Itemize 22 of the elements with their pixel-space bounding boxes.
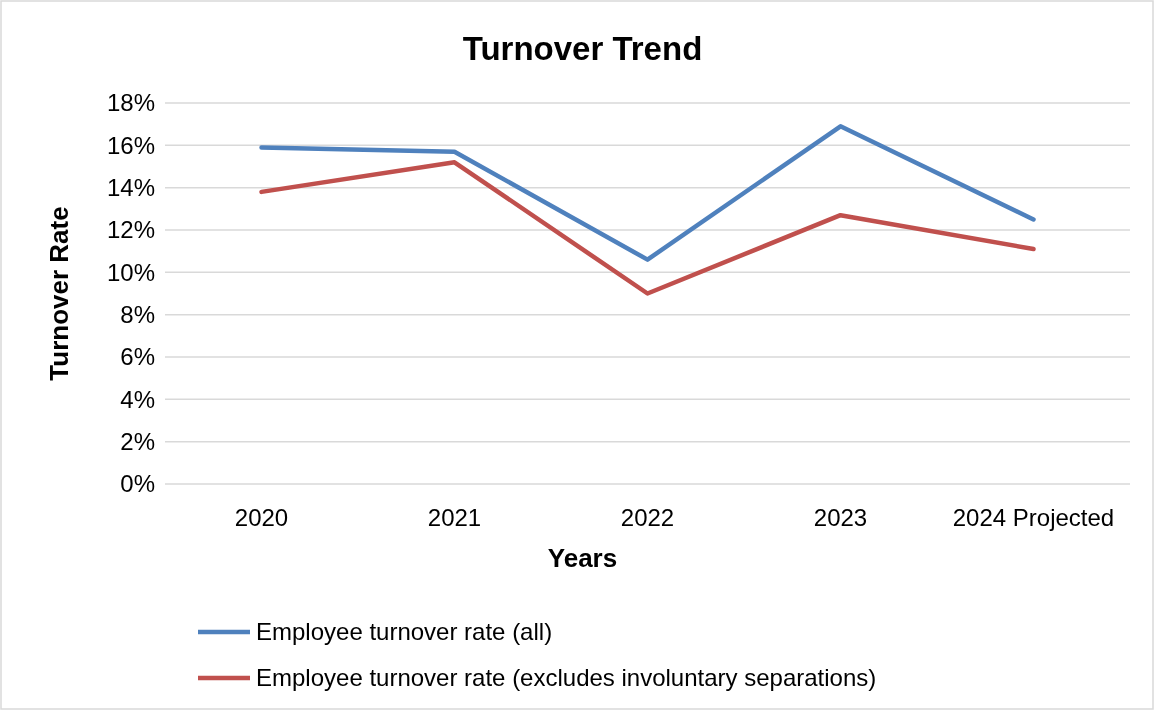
legend-label: Employee turnover rate (all) — [256, 618, 553, 646]
y-tick-label: 16% — [106, 131, 155, 159]
x-tick-label: 2023 — [813, 504, 868, 531]
y-axis-title: Turnover Rate — [44, 206, 74, 381]
y-tick-label: 6% — [120, 343, 155, 371]
y-tick-label: 4% — [120, 385, 155, 413]
x-axis-title: Years — [547, 543, 618, 573]
y-tick-label: 0% — [120, 470, 155, 498]
y-tick-label: 2% — [120, 428, 155, 456]
x-tick-label: 2020 — [234, 504, 289, 531]
line-series — [259, 124, 1036, 262]
line-series — [259, 160, 1036, 296]
chart-title: Turnover Trend — [462, 30, 703, 67]
y-tick-label: 8% — [120, 301, 155, 329]
y-tick-label: 12% — [106, 216, 155, 244]
y-tick-label: 14% — [106, 174, 155, 202]
legend-label: Employee turnover rate (excludes involuntary separations) — [256, 664, 877, 692]
y-tick-label: 10% — [106, 258, 155, 286]
x-tick-label: 2024 Projected — [952, 504, 1115, 531]
x-tick-label: 2022 — [620, 504, 675, 531]
x-tick-label: 2021 — [427, 504, 482, 531]
y-tick-label: 18% — [106, 89, 155, 117]
